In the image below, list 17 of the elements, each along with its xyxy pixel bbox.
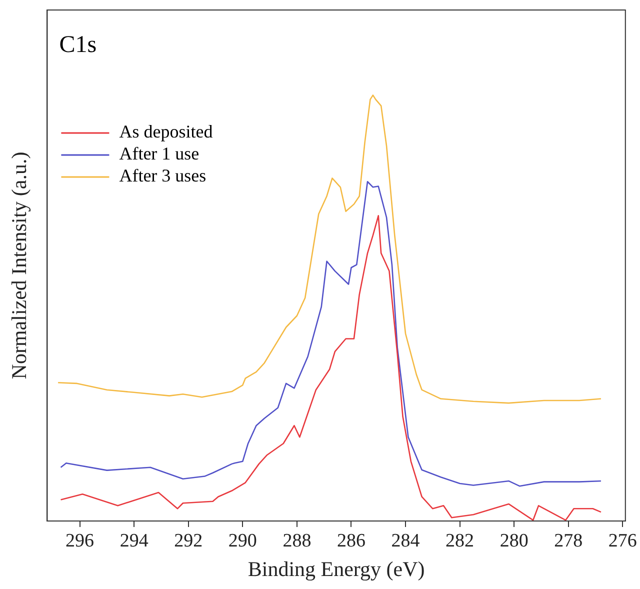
x-tick-label: 284 bbox=[391, 530, 420, 552]
x-tick-label: 292 bbox=[174, 530, 203, 552]
legend-label: After 3 uses bbox=[119, 166, 206, 186]
y-axis-title: Normalized Intensity (a.u.) bbox=[7, 152, 32, 380]
x-tick-label: 290 bbox=[228, 530, 257, 552]
x-tick-label: 288 bbox=[282, 530, 312, 552]
legend-label: As deposited bbox=[119, 122, 213, 142]
text: C1s bbox=[59, 32, 97, 58]
legend-label: After 1 use bbox=[119, 144, 200, 164]
x-tick-label: 276 bbox=[608, 530, 637, 552]
x-tick-label: 286 bbox=[336, 530, 366, 552]
x-tick-label: 280 bbox=[500, 530, 528, 552]
x-axis-title: Binding Energy (eV) bbox=[248, 556, 425, 581]
x-tick-label: 296 bbox=[66, 530, 94, 552]
x-tick-label: 282 bbox=[446, 530, 474, 552]
x-tick-label: 294 bbox=[120, 530, 149, 552]
x-tick-label: 278 bbox=[554, 530, 583, 552]
